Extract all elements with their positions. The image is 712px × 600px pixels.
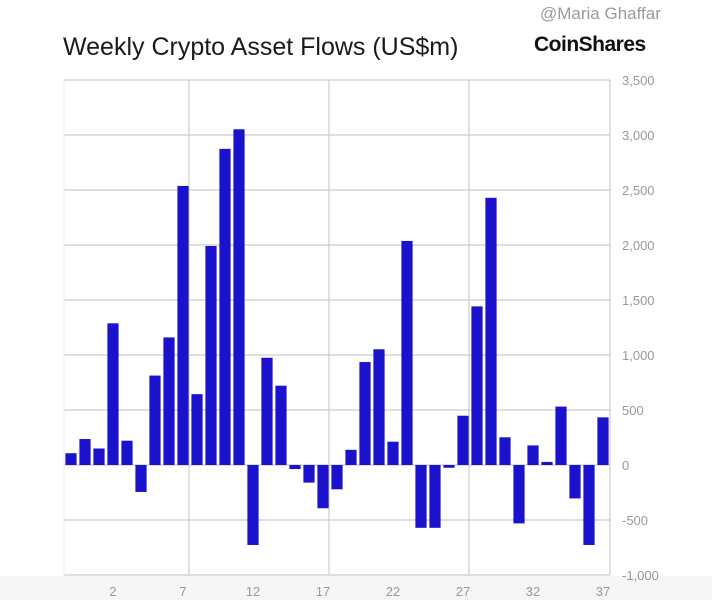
bar: [93, 448, 105, 465]
bar: [359, 362, 371, 465]
bar: [331, 465, 343, 490]
bar: [177, 185, 189, 465]
bar: [121, 440, 133, 465]
x-tick-label: 17: [316, 584, 330, 599]
bar: [275, 385, 287, 465]
x-tick-label: 27: [456, 584, 470, 599]
x-tick-label: 7: [179, 584, 186, 599]
bar: [219, 148, 231, 466]
bar: [401, 240, 413, 465]
bar: [513, 465, 525, 524]
bar: [415, 465, 427, 528]
bar: [233, 129, 245, 465]
bar: [65, 453, 77, 465]
watermark: @Maria Ghaffar: [540, 4, 661, 23]
x-tick-label: 22: [386, 584, 400, 599]
x-tick-label: 32: [526, 584, 540, 599]
bar: [373, 349, 385, 465]
bar: [471, 306, 483, 465]
bar: [317, 465, 329, 509]
x-tick-label: 12: [246, 584, 260, 599]
bar: [345, 449, 357, 465]
bar: [485, 197, 497, 465]
bar: [583, 465, 595, 545]
y-tick-label: 0: [622, 458, 629, 473]
bar: [555, 406, 567, 465]
bar: [527, 445, 539, 465]
bar: [443, 465, 455, 468]
y-tick-label: 2,500: [622, 183, 655, 198]
bar: [149, 375, 161, 465]
y-tick-label: 500: [622, 403, 644, 418]
bar: [457, 415, 469, 465]
y-tick-label: 2,000: [622, 238, 655, 253]
chart-title: Weekly Crypto Asset Flows (US$m): [63, 33, 459, 61]
x-tick-label: 37: [596, 584, 610, 599]
bar: [247, 465, 259, 545]
x-tick-label: 2: [109, 584, 116, 599]
y-tick-label: 1,500: [622, 293, 655, 308]
bar: [303, 465, 315, 483]
y-tick-label: 3,500: [622, 73, 655, 88]
bar: [597, 417, 609, 465]
bar: [569, 465, 581, 499]
bar: [163, 337, 175, 465]
bar: [541, 461, 553, 465]
y-tick-label: -1,000: [622, 568, 659, 583]
bar: [191, 394, 203, 465]
bar: [261, 357, 273, 465]
bar: [107, 323, 119, 465]
bar: [135, 465, 147, 492]
y-tick-label: 1,000: [622, 348, 655, 363]
bar: [499, 437, 511, 465]
bar: [289, 465, 301, 470]
y-tick-label: -500: [622, 513, 648, 528]
axis-strip: [0, 576, 712, 600]
coinshares-logo: CoinShares: [534, 33, 646, 56]
y-tick-label: 3,000: [622, 128, 655, 143]
bar: [79, 439, 91, 465]
bar: [387, 441, 399, 465]
bar: [205, 245, 217, 465]
bar: [429, 465, 441, 528]
